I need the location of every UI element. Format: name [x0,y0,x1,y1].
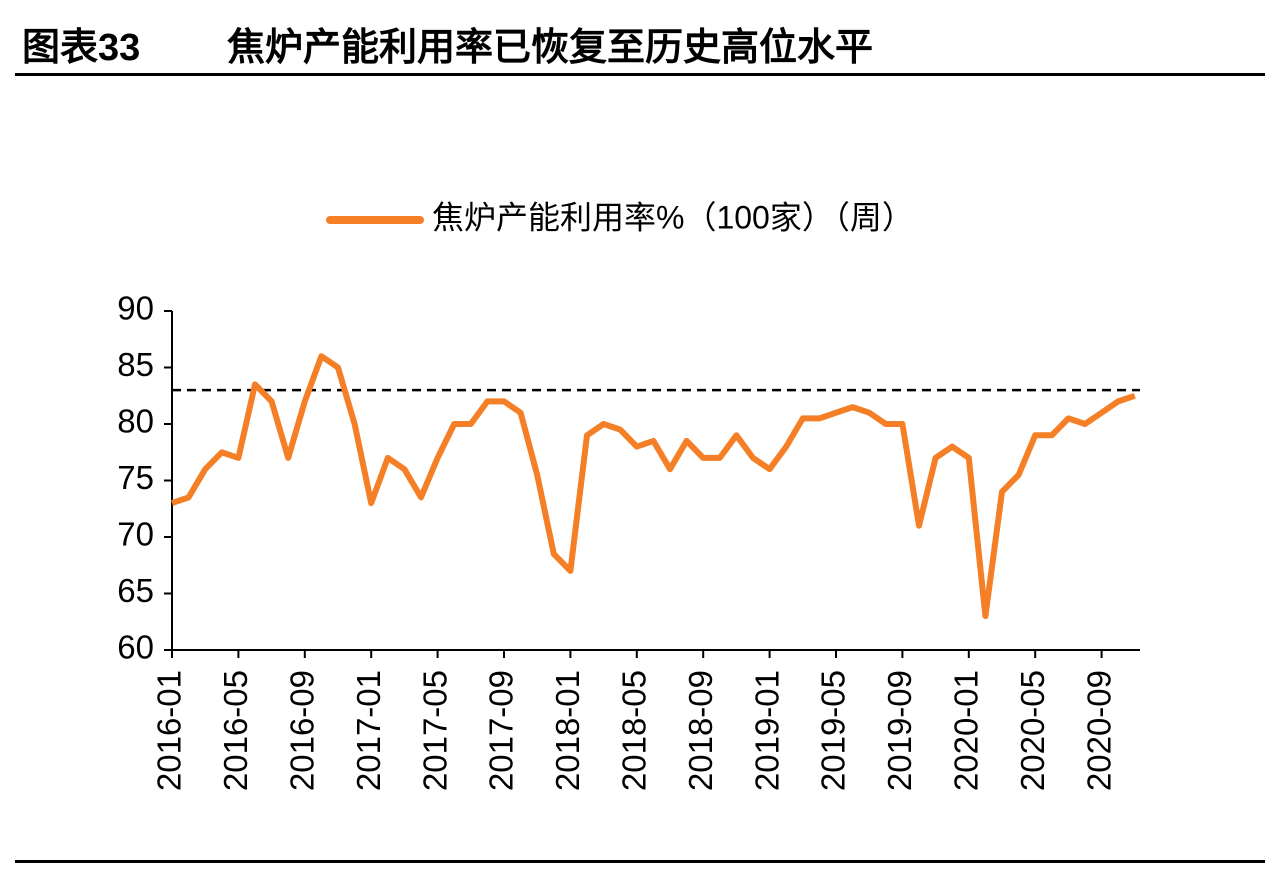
x-tick-label: 2020-05 [1014,670,1051,791]
y-tick-label: 70 [117,516,154,553]
x-tick-label: 2018-01 [549,670,586,791]
y-tick-label: 80 [117,403,154,440]
x-tick-label: 2016-09 [284,670,321,791]
bottom-rule [15,860,1265,863]
x-tick-label: 2018-09 [682,670,719,791]
x-tick-label: 2016-01 [151,670,188,791]
y-tick-label: 65 [117,572,154,609]
x-tick-label: 2017-05 [416,670,453,791]
x-tick-label: 2019-09 [881,670,918,791]
x-tick-label: 2019-01 [748,670,785,791]
y-tick-label: 90 [117,290,154,327]
x-tick-label: 2017-01 [350,670,387,791]
x-tick-label: 2020-01 [948,670,985,791]
x-tick-label: 2018-05 [616,670,653,791]
legend-label: 焦炉产能利用率%（100家）（周） [432,199,914,235]
data-line [171,353,1136,620]
top-rule [15,73,1265,76]
x-tick-label: 2020-09 [1080,670,1117,791]
y-tick-label: 85 [117,346,154,383]
y-tick-label: 60 [117,629,154,666]
figure-label: 图表33 [22,26,141,69]
x-tick-label: 2016-05 [217,670,254,791]
title-bar: 图表33 焦炉产能利用率已恢复至历史高位水平 [22,14,1262,72]
x-tick-label: 2019-05 [815,670,852,791]
chart-title: 焦炉产能利用率已恢复至历史高位水平 [227,26,874,69]
x-tick-label: 2017-09 [483,670,520,791]
y-tick-label: 75 [117,459,154,496]
